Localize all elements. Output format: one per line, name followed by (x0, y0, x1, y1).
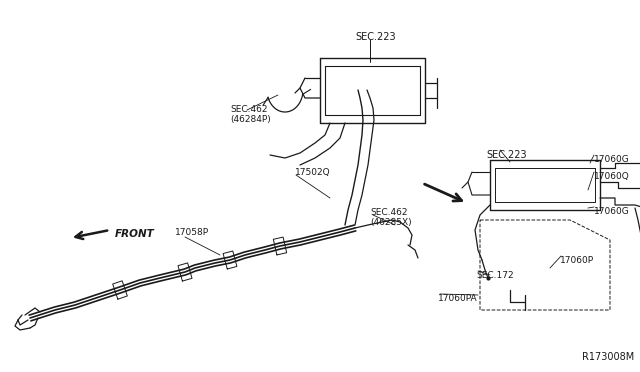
Text: 17060G: 17060G (594, 155, 630, 164)
Text: SEC.223: SEC.223 (355, 32, 396, 42)
Text: 17060G: 17060G (594, 207, 630, 216)
Text: R173008M: R173008M (582, 352, 634, 362)
Text: 17060PA: 17060PA (438, 294, 477, 303)
Text: SEC.462
(46285X): SEC.462 (46285X) (370, 208, 412, 227)
Text: 17060P: 17060P (560, 256, 594, 265)
Text: SEC.462
(46284P): SEC.462 (46284P) (230, 105, 271, 124)
Text: FRONT: FRONT (115, 229, 155, 239)
Text: SEC.172: SEC.172 (476, 271, 514, 280)
Text: 17060Q: 17060Q (594, 172, 630, 181)
Text: SEC.223: SEC.223 (486, 150, 527, 160)
Text: 17502Q: 17502Q (295, 168, 331, 177)
Text: 17058P: 17058P (175, 228, 209, 237)
